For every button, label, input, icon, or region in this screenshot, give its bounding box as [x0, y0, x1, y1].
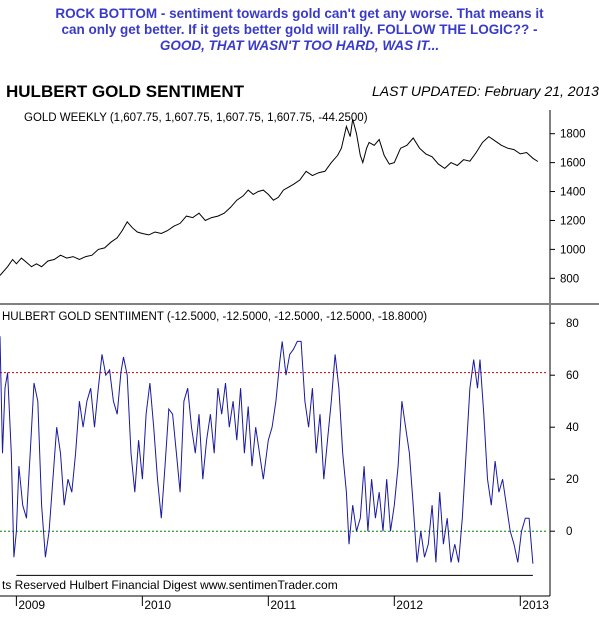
gold-y-tick-label: 1600 [560, 158, 586, 170]
annotation-text: ROCK BOTTOM - sentiment towards gold can… [0, 6, 599, 54]
sentiment-y-tick-label: 60 [566, 370, 579, 382]
sentiment-y-tick-label: 80 [566, 318, 579, 330]
gold-price-line [0, 119, 539, 276]
x-tick-label: 2010 [144, 598, 171, 612]
last-updated-label: LAST UPDATED: February 21, 2013 [372, 83, 599, 99]
sentiment-reference-lines [0, 372, 548, 576]
x-tick-label: 2013 [522, 598, 549, 612]
sentiment-line [0, 336, 534, 564]
gold-y-tick-label: 800 [560, 273, 579, 285]
annotation-line-2: can only get better. If it gets better g… [61, 22, 538, 37]
annotation-line-3: GOOD, THAT WASN'T TOO HARD, WAS IT... [159, 38, 440, 53]
annotation-line-1: ROCK BOTTOM - sentiment towards gold can… [55, 6, 544, 21]
gold-y-tick-label: 1400 [560, 187, 586, 199]
sentiment-y-tick-label: 0 [566, 526, 572, 538]
gold-legend: GOLD WEEKLY (1,607.75, 1,607.75, 1,607.7… [24, 112, 368, 124]
sentiment-y-ticks: 0 20 40 60 80 [550, 318, 579, 538]
gold-y-ticks: 800 1000 1200 1400 1600 1800 [550, 129, 586, 285]
chart-title: HULBERT GOLD SENTIMENT [6, 82, 245, 101]
gold-y-tick-label: 1200 [560, 215, 586, 227]
x-tick-label: 2011 [270, 598, 296, 612]
gold-price-panel: GOLD WEEKLY (1,607.75, 1,607.75, 1,607.7… [0, 110, 586, 303]
copyright-footer: ts Reserved Hulbert Financial Digest www… [2, 578, 338, 592]
gold-y-tick-label: 1000 [560, 244, 586, 256]
x-tick-label: 2009 [18, 598, 45, 612]
gold-y-tick-label: 1800 [560, 129, 586, 141]
x-axis-ticks: 2009 2010 2011 2012 2013 [15, 596, 549, 612]
sentiment-y-tick-label: 40 [566, 422, 579, 434]
sentiment-legend: HULBERT GOLD SENTIIMENT (-12.5000, -12.5… [2, 311, 427, 323]
sentiment-y-tick-label: 20 [566, 474, 579, 486]
sentiment-panel: HULBERT GOLD SENTIIMENT (-12.5000, -12.5… [0, 305, 579, 596]
x-tick-label: 2012 [396, 598, 423, 612]
